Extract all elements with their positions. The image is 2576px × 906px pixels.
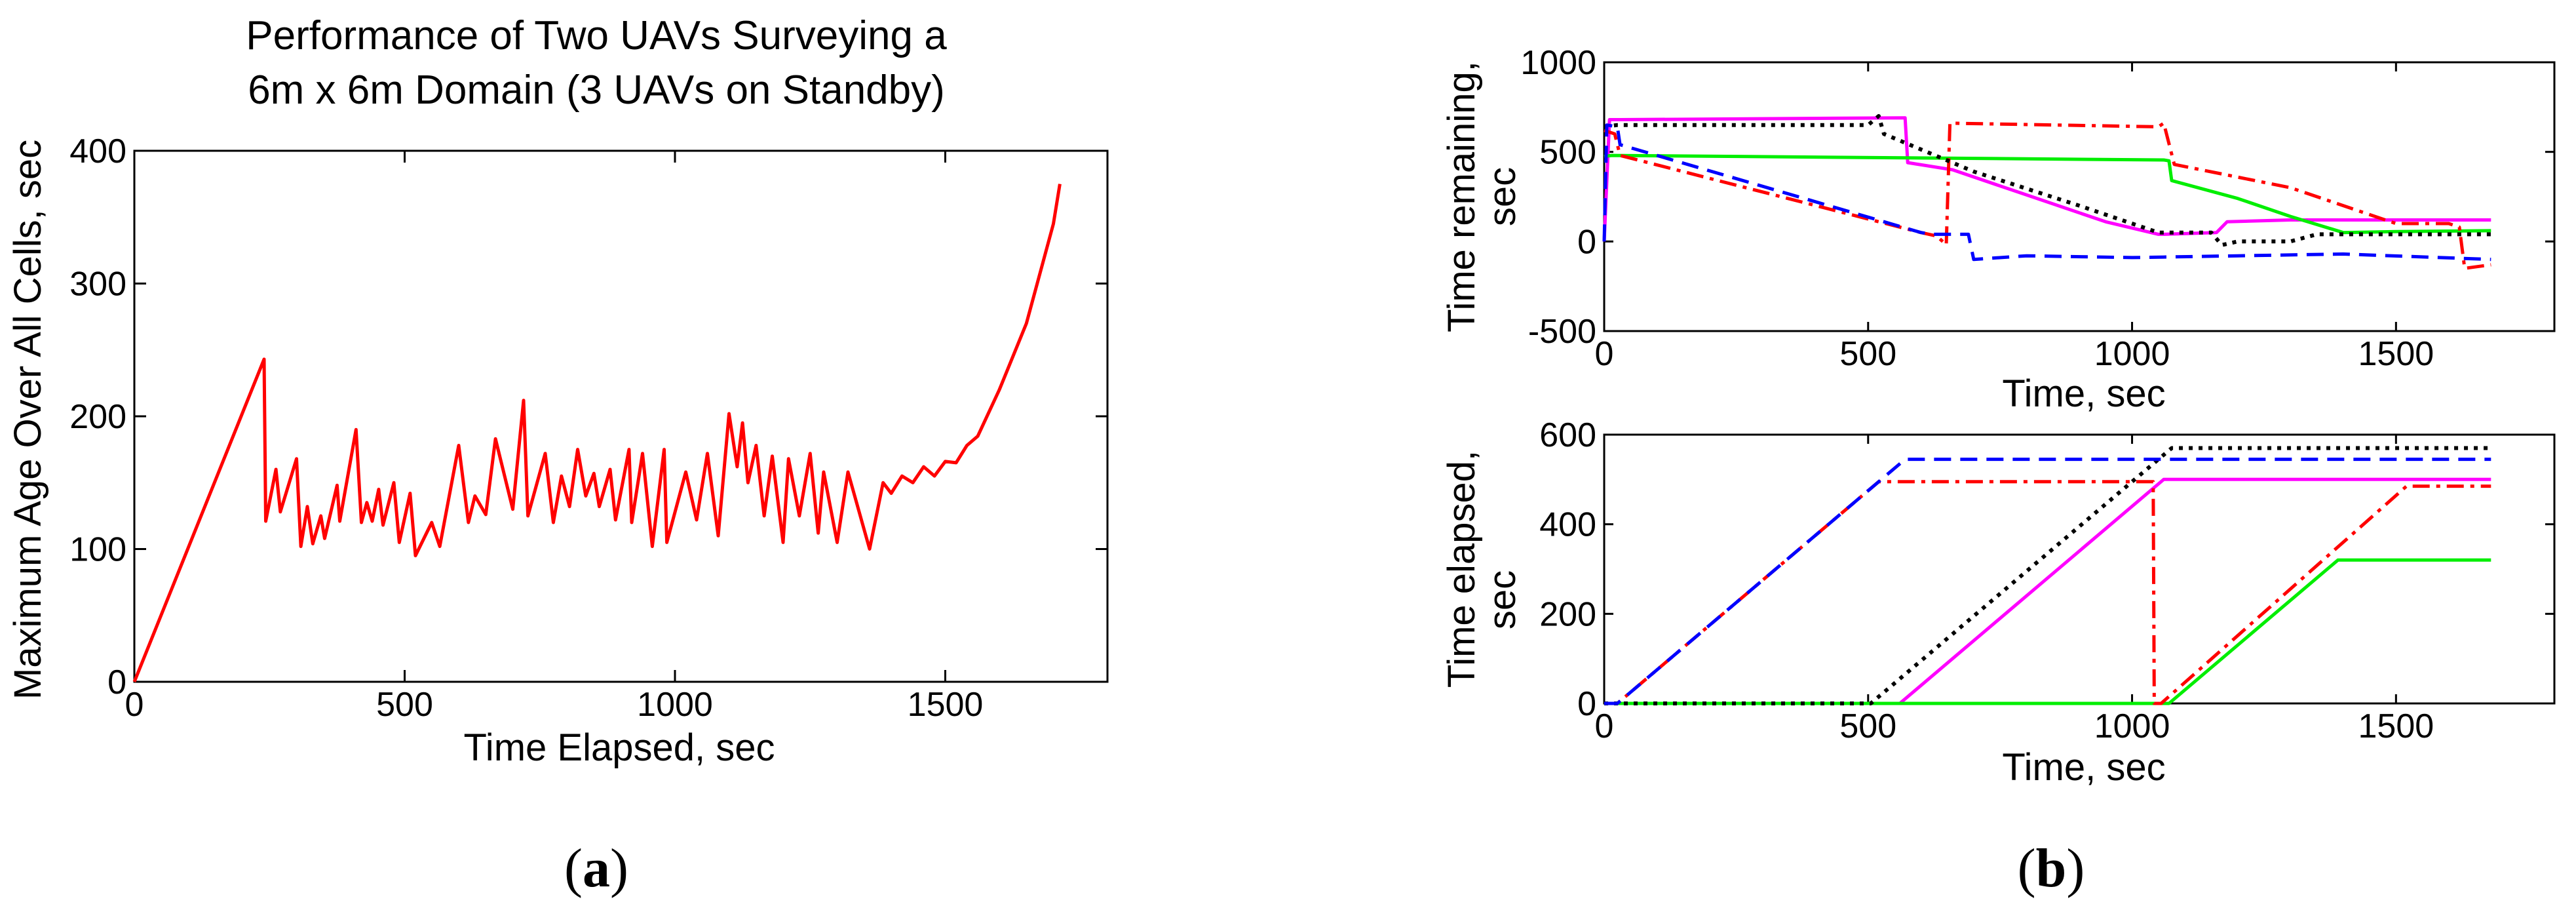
chart-b-bottom-series-line xyxy=(1604,480,2491,705)
chart-a-series-line xyxy=(132,184,1062,682)
chart-a: Performance of Two UAVs Surveying a 6m x… xyxy=(7,13,1109,899)
chart-b-top-ylabel-line1: Time remaining, xyxy=(1440,61,1483,332)
panel-a-letter: a xyxy=(583,838,610,899)
chart-a-xlabel: Time Elapsed, sec xyxy=(464,726,775,769)
chart-b-bottom-series-line xyxy=(1604,446,2491,705)
chart-b-bottom-xtick-label: 0 xyxy=(1595,707,1614,745)
chart-b-top-xtick-label: 500 xyxy=(1839,335,1896,373)
chart-b-bottom-xlabel: Time, sec xyxy=(2002,746,2165,789)
chart-a-plot-area xyxy=(133,149,1109,683)
chart-a-xtick-label: 500 xyxy=(376,686,433,724)
chart-b-bottom-ytick-label: 0 xyxy=(1577,685,1596,723)
chart-b-bottom-ytick-label: 400 xyxy=(1539,506,1596,544)
chart-a-ytick-label: 100 xyxy=(69,531,126,569)
chart-b-top-xlabel: Time, sec xyxy=(2002,372,2165,415)
chart-b-bottom-xtick-label: 1500 xyxy=(2358,707,2434,745)
chart-b-top-series-line xyxy=(1604,121,2491,270)
chart-b-bottom-xtick-label: 1000 xyxy=(2094,707,2170,745)
chart-b-top-xtick-label: 1500 xyxy=(2358,335,2434,373)
chart-b-bottom-ytick-label: 200 xyxy=(1539,595,1596,633)
chart-b-top-ytick-label: -500 xyxy=(1528,313,1596,351)
chart-b-top-series-line xyxy=(1602,123,2491,262)
chart-a-xtick-label: 1500 xyxy=(908,686,984,724)
chart-b-top-xtick-label: 1000 xyxy=(2094,335,2170,373)
chart-a-xtick-label: 1000 xyxy=(637,686,713,724)
chart-b-bottom-ylabel-line1: Time elapsed, xyxy=(1440,450,1483,688)
chart-b-top-ylabel-line2: sec xyxy=(1481,167,1524,226)
panel-b-letter: b xyxy=(2036,838,2067,899)
chart-a-ytick-label: 0 xyxy=(107,663,126,701)
chart-b-top-ytick-label: 1000 xyxy=(1520,44,1596,82)
chart-b-top-xtick-label: 0 xyxy=(1595,335,1614,373)
chart-a-ylabel: Maximum Age Over All Cells, sec xyxy=(7,140,49,699)
chart-b-bottom-xtick-label: 500 xyxy=(1839,707,1896,745)
chart-a-title: Performance of Two UAVs Surveying a xyxy=(246,13,947,58)
chart-b-bottom-ytick-label: 600 xyxy=(1539,416,1596,454)
chart-b-top-series-line xyxy=(1602,116,2491,242)
chart-b-top-plot-area xyxy=(1603,61,2556,332)
chart-b-bottom: 0 500 1000 1500 0 200 400 600 Time, sec Time el… xyxy=(1440,416,2556,899)
chart-a-ytick-label: 300 xyxy=(69,266,126,304)
chart-a-xtick-label: 0 xyxy=(125,686,144,724)
chart-b-top-series-line xyxy=(1604,153,2491,235)
chart-a-ytick-label: 400 xyxy=(69,132,126,170)
chart-b-bottom-series-line xyxy=(1604,477,2491,705)
chart-b-top-ytick-label: 500 xyxy=(1539,134,1596,172)
chart-b-bottom-series-line xyxy=(1604,558,2491,705)
chart-b-bottom-ylabel-line2: sec xyxy=(1481,570,1524,629)
chart-b-bottom-plot-area xyxy=(1603,433,2556,705)
chart-b-bottom-series-line xyxy=(1604,458,2491,705)
chart-b-top-ytick-label: 0 xyxy=(1577,223,1596,261)
panel-b-label: (b) xyxy=(2018,838,2085,899)
chart-a-subtitle: 6m x 6m Domain (3 UAVs on Standby) xyxy=(248,68,945,113)
chart-a-ytick-label: 200 xyxy=(69,398,126,436)
panel-a-label: (a) xyxy=(564,838,628,899)
chart-b-top-series-line xyxy=(1604,114,2491,247)
